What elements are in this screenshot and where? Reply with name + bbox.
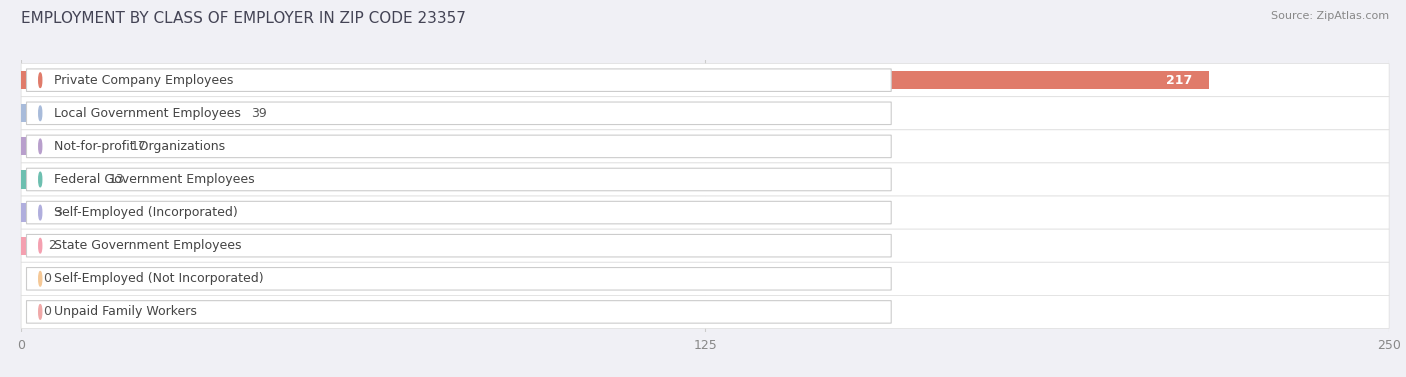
Text: EMPLOYMENT BY CLASS OF EMPLOYER IN ZIP CODE 23357: EMPLOYMENT BY CLASS OF EMPLOYER IN ZIP C… — [21, 11, 465, 26]
Bar — [21, 237, 32, 255]
FancyBboxPatch shape — [27, 300, 891, 323]
Text: 39: 39 — [250, 107, 267, 120]
FancyBboxPatch shape — [27, 234, 891, 257]
FancyBboxPatch shape — [27, 201, 891, 224]
FancyBboxPatch shape — [27, 268, 891, 290]
FancyBboxPatch shape — [21, 196, 1389, 229]
FancyBboxPatch shape — [27, 135, 891, 158]
FancyBboxPatch shape — [27, 69, 891, 92]
Ellipse shape — [39, 271, 42, 286]
Text: Self-Employed (Incorporated): Self-Employed (Incorporated) — [53, 206, 238, 219]
Ellipse shape — [39, 139, 42, 154]
FancyBboxPatch shape — [21, 97, 1389, 130]
Bar — [21, 71, 1209, 89]
FancyBboxPatch shape — [21, 64, 1389, 97]
FancyBboxPatch shape — [21, 262, 1389, 295]
FancyBboxPatch shape — [27, 102, 891, 124]
Ellipse shape — [39, 106, 42, 121]
Ellipse shape — [39, 238, 42, 253]
Text: Source: ZipAtlas.com: Source: ZipAtlas.com — [1271, 11, 1389, 21]
Text: Federal Government Employees: Federal Government Employees — [53, 173, 254, 186]
Text: 0: 0 — [44, 305, 51, 319]
Bar — [21, 137, 114, 155]
Bar — [21, 204, 38, 222]
FancyBboxPatch shape — [21, 163, 1389, 196]
Bar — [21, 170, 93, 188]
Text: Not-for-profit Organizations: Not-for-profit Organizations — [53, 140, 225, 153]
Text: 3: 3 — [53, 206, 62, 219]
Text: Unpaid Family Workers: Unpaid Family Workers — [53, 305, 197, 319]
Text: 13: 13 — [108, 173, 124, 186]
Text: Local Government Employees: Local Government Employees — [53, 107, 240, 120]
Ellipse shape — [39, 73, 42, 87]
FancyBboxPatch shape — [21, 130, 1389, 163]
Text: 2: 2 — [48, 239, 56, 252]
Ellipse shape — [39, 205, 42, 220]
Text: 17: 17 — [131, 140, 146, 153]
Ellipse shape — [39, 172, 42, 187]
Text: Private Company Employees: Private Company Employees — [53, 74, 233, 87]
FancyBboxPatch shape — [21, 295, 1389, 328]
Text: Self-Employed (Not Incorporated): Self-Employed (Not Incorporated) — [53, 272, 263, 285]
Text: State Government Employees: State Government Employees — [53, 239, 242, 252]
Text: 0: 0 — [44, 272, 51, 285]
Text: 217: 217 — [1166, 74, 1192, 87]
FancyBboxPatch shape — [21, 229, 1389, 262]
Bar — [21, 104, 235, 123]
Ellipse shape — [39, 305, 42, 319]
FancyBboxPatch shape — [27, 168, 891, 191]
